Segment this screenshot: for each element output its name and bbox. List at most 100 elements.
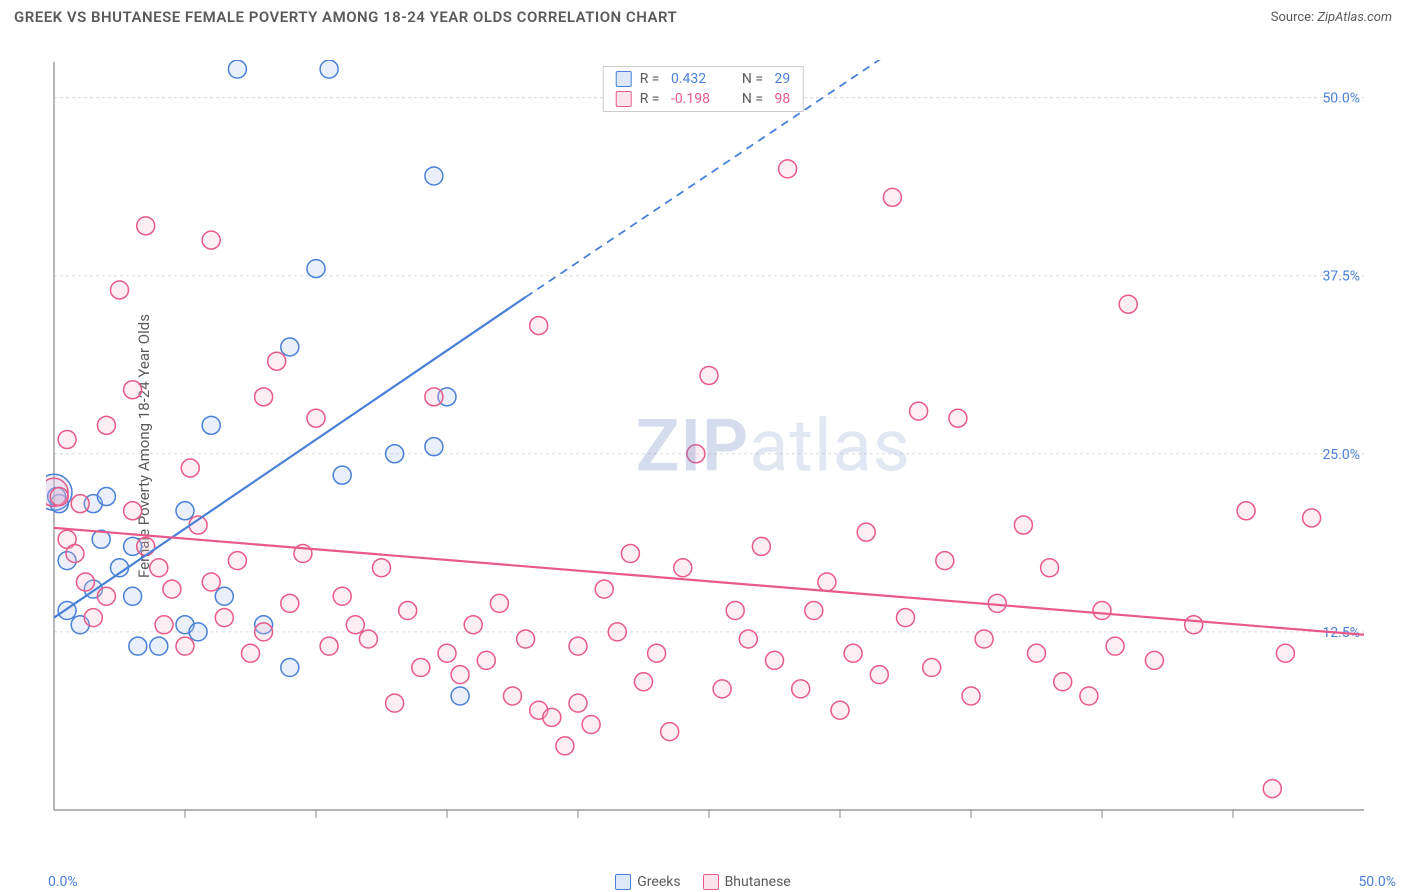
data-point-greeks bbox=[215, 587, 233, 605]
data-point-bhutanese bbox=[268, 352, 286, 370]
data-point-bhutanese bbox=[1093, 602, 1111, 620]
data-point-bhutanese bbox=[373, 559, 391, 577]
data-point-bhutanese bbox=[1014, 516, 1032, 534]
data-point-bhutanese bbox=[857, 523, 875, 541]
data-point-bhutanese bbox=[517, 630, 535, 648]
data-point-bhutanese bbox=[1080, 687, 1098, 705]
data-point-bhutanese bbox=[84, 609, 102, 627]
data-point-bhutanese bbox=[176, 637, 194, 655]
data-point-bhutanese bbox=[124, 381, 142, 399]
series-legend: Greeks Bhutanese bbox=[0, 874, 1406, 890]
n-value: 29 bbox=[775, 71, 791, 87]
data-point-greeks bbox=[228, 60, 246, 78]
data-point-greeks bbox=[451, 687, 469, 705]
trend-line-bhutanese bbox=[54, 528, 1364, 635]
data-point-bhutanese bbox=[608, 623, 626, 641]
data-point-bhutanese bbox=[202, 573, 220, 591]
legend-label: Bhutanese bbox=[725, 874, 791, 890]
data-point-greeks bbox=[97, 488, 115, 506]
data-point-greeks bbox=[202, 416, 220, 434]
data-point-bhutanese bbox=[438, 644, 456, 662]
data-point-bhutanese bbox=[962, 687, 980, 705]
data-point-bhutanese bbox=[936, 552, 954, 570]
data-point-bhutanese bbox=[844, 644, 862, 662]
data-point-greeks bbox=[150, 637, 168, 655]
data-point-bhutanese bbox=[97, 416, 115, 434]
y-tick-label: 25.0% bbox=[1322, 447, 1360, 463]
data-point-bhutanese bbox=[1041, 559, 1059, 577]
data-point-bhutanese bbox=[687, 445, 705, 463]
data-point-bhutanese bbox=[779, 160, 797, 178]
data-point-greeks bbox=[189, 623, 207, 641]
data-point-bhutanese bbox=[739, 630, 757, 648]
data-point-bhutanese bbox=[766, 651, 784, 669]
data-point-greeks bbox=[425, 438, 443, 456]
data-point-bhutanese bbox=[490, 594, 508, 612]
data-point-greeks bbox=[176, 502, 194, 520]
data-point-bhutanese bbox=[215, 609, 233, 627]
r-label: R = bbox=[640, 91, 663, 107]
data-point-greeks bbox=[320, 60, 338, 78]
data-point-bhutanese bbox=[923, 659, 941, 677]
data-point-bhutanese bbox=[307, 409, 325, 427]
data-point-bhutanese bbox=[504, 687, 522, 705]
data-point-bhutanese bbox=[66, 545, 84, 563]
data-point-bhutanese bbox=[111, 281, 129, 299]
data-point-bhutanese bbox=[464, 616, 482, 634]
data-point-bhutanese bbox=[1145, 651, 1163, 669]
legend-item-greeks: Greeks bbox=[615, 874, 680, 890]
data-point-bhutanese bbox=[530, 317, 548, 335]
data-point-bhutanese bbox=[700, 366, 718, 384]
data-point-greeks bbox=[307, 260, 325, 278]
scatter-plot-svg: 12.5%25.0%37.5%50.0% bbox=[46, 60, 1386, 840]
chart-title: GREEK VS BHUTANESE FEMALE POVERTY AMONG … bbox=[14, 8, 677, 26]
legend-item-bhutanese: Bhutanese bbox=[703, 874, 791, 890]
data-point-bhutanese bbox=[910, 402, 928, 420]
legend-label: Greeks bbox=[637, 874, 680, 890]
data-point-bhutanese bbox=[255, 388, 273, 406]
data-point-bhutanese bbox=[150, 559, 168, 577]
data-point-bhutanese bbox=[818, 573, 836, 591]
y-tick-label: 50.0% bbox=[1322, 91, 1360, 107]
r-value: -0.198 bbox=[671, 91, 727, 107]
data-point-bhutanese bbox=[582, 716, 600, 734]
data-point-bhutanese bbox=[1303, 509, 1321, 527]
data-point-bhutanese bbox=[320, 637, 338, 655]
data-point-bhutanese bbox=[726, 602, 744, 620]
data-point-greeks bbox=[386, 445, 404, 463]
data-point-bhutanese bbox=[181, 459, 199, 477]
data-point-bhutanese bbox=[202, 231, 220, 249]
data-point-bhutanese bbox=[713, 680, 731, 698]
data-point-bhutanese bbox=[228, 552, 246, 570]
data-point-bhutanese bbox=[635, 673, 653, 691]
data-point-bhutanese bbox=[425, 388, 443, 406]
data-point-bhutanese bbox=[975, 630, 993, 648]
data-point-bhutanese bbox=[386, 694, 404, 712]
data-point-bhutanese bbox=[1276, 644, 1294, 662]
data-point-bhutanese bbox=[595, 580, 613, 598]
data-point-bhutanese bbox=[1054, 673, 1072, 691]
data-point-bhutanese bbox=[255, 623, 273, 641]
data-point-bhutanese bbox=[569, 694, 587, 712]
data-point-bhutanese bbox=[569, 637, 587, 655]
data-point-bhutanese bbox=[76, 573, 94, 591]
data-point-bhutanese bbox=[831, 701, 849, 719]
data-point-bhutanese bbox=[399, 602, 417, 620]
data-point-bhutanese bbox=[124, 502, 142, 520]
data-point-bhutanese bbox=[412, 659, 430, 677]
data-point-greeks bbox=[124, 587, 142, 605]
data-point-bhutanese bbox=[58, 431, 76, 449]
y-tick-label: 37.5% bbox=[1322, 269, 1360, 285]
source-attribution: Source: ZipAtlas.com bbox=[1271, 10, 1392, 25]
data-point-bhutanese bbox=[792, 680, 810, 698]
data-point-bhutanese bbox=[71, 495, 89, 513]
data-point-bhutanese bbox=[805, 602, 823, 620]
legend-swatch bbox=[615, 874, 631, 890]
n-value: 98 bbox=[775, 91, 791, 107]
data-point-bhutanese bbox=[359, 630, 377, 648]
data-point-greeks bbox=[281, 338, 299, 356]
r-value: 0.432 bbox=[671, 71, 727, 87]
plot-area: 12.5%25.0%37.5%50.0% bbox=[46, 60, 1386, 840]
data-point-bhutanese bbox=[674, 559, 692, 577]
data-point-bhutanese bbox=[1028, 644, 1046, 662]
